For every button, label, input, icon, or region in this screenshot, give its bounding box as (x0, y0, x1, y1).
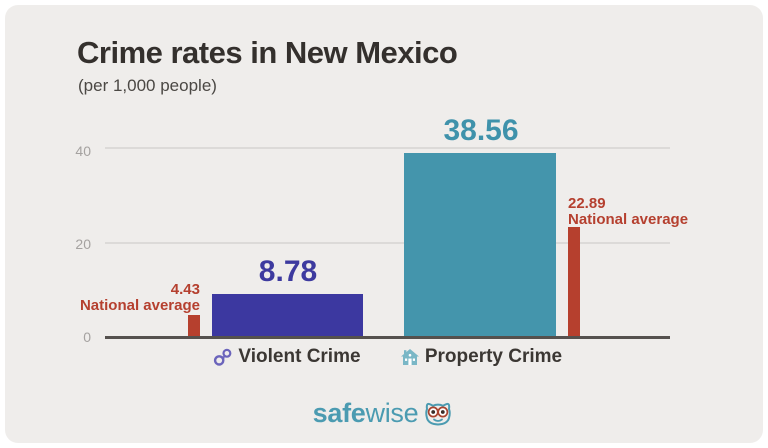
owl-icon (421, 397, 455, 431)
safewise-logo: safewise (5, 395, 763, 431)
y-axis-tick-40: 40 (75, 143, 91, 159)
national-average-value-violent: 4.43 (170, 281, 200, 298)
handcuffs-icon (213, 347, 233, 367)
plot-area (5, 5, 763, 336)
value-label-violent: 8.78 (258, 255, 318, 288)
national-average-value-property: 22.89 (568, 195, 606, 212)
national-average-caption-violent: National average (79, 297, 200, 314)
gridline-40 (105, 147, 670, 149)
chart-subtitle: (per 1,000 people) (78, 76, 217, 95)
category-label-violent-crime: Violent Crime (187, 346, 387, 368)
national-average-marker-violent (188, 315, 200, 336)
category-label-property-crime: Property Crime (381, 346, 581, 368)
brand-regular-part: wise (365, 397, 419, 428)
chart-card: Crime rates in New Mexico (per 1,000 peo… (5, 5, 763, 443)
national-average-annotation-violent: 4.43 National average (25, 282, 200, 313)
safewise-wordmark: safewise (313, 398, 419, 429)
gridline-20 (105, 242, 670, 244)
national-average-marker-property (568, 227, 580, 336)
y-axis-tick-0: 0 (83, 329, 91, 345)
category-text-property: Property Crime (424, 346, 563, 367)
house-icon (400, 347, 420, 367)
y-axis-tick-20: 20 (75, 236, 91, 252)
bar-violent-crime (212, 294, 363, 336)
bar-property-crime (404, 153, 556, 336)
x-axis-baseline (105, 336, 670, 339)
category-text-violent: Violent Crime (238, 346, 361, 367)
national-average-caption-property: National average (568, 211, 689, 228)
brand-bold-part: safe (312, 397, 366, 428)
value-label-property: 38.56 (443, 114, 519, 147)
chart-title: Crime rates in New Mexico (77, 35, 458, 70)
national-average-annotation-property: 22.89 National average (568, 196, 748, 227)
